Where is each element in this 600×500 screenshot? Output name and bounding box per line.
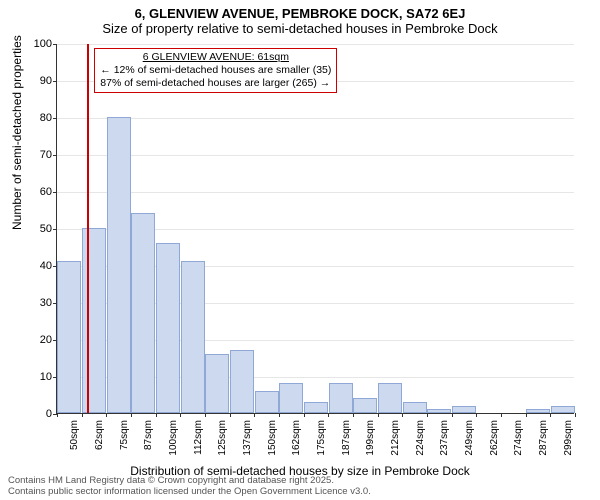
ytick-mark [53,118,57,119]
xtick-label: 175sqm [316,420,327,460]
xtick-label: 87sqm [143,420,154,460]
xtick-label: 249sqm [464,420,475,460]
xtick-mark [353,413,354,417]
ytick-mark [53,192,57,193]
xtick-mark [82,413,83,417]
y-axis-label: Number of semi-detached properties [10,35,24,230]
ytick-label: 10 [22,371,52,383]
histogram-bar [131,213,155,413]
histogram-bar [304,402,328,413]
xtick-mark [378,413,379,417]
ytick-label: 100 [22,38,52,50]
xtick-mark [180,413,181,417]
histogram-bar [107,117,131,413]
xtick-label: 274sqm [513,420,524,460]
ytick-mark [53,229,57,230]
xtick-label: 287sqm [538,420,549,460]
plot-region: 010203040506070809010050sqm62sqm75sqm87s… [56,44,574,414]
footer-attribution: Contains HM Land Registry data © Crown c… [8,476,371,498]
histogram-bar [156,243,180,413]
histogram-bar [205,354,229,413]
highlight-marker-line [87,44,89,413]
ytick-mark [53,155,57,156]
xtick-mark [57,413,58,417]
ytick-label: 50 [22,223,52,235]
xtick-mark [501,413,502,417]
xtick-label: 187sqm [341,420,352,460]
xtick-mark [550,413,551,417]
xtick-mark [131,413,132,417]
ytick-label: 0 [22,408,52,420]
ytick-label: 20 [22,334,52,346]
xtick-label: 75sqm [119,420,130,460]
histogram-bar [551,406,575,413]
xtick-mark [452,413,453,417]
xtick-mark [476,413,477,417]
xtick-label: 50sqm [69,420,80,460]
histogram-bar [452,406,476,413]
ytick-label: 70 [22,149,52,161]
histogram-bar [526,409,550,413]
chart-container: 6, GLENVIEW AVENUE, PEMBROKE DOCK, SA72 … [0,0,600,500]
ytick-mark [53,44,57,45]
xtick-label: 199sqm [365,420,376,460]
xtick-label: 262sqm [489,420,500,460]
annotation-line: ← 12% of semi-detached houses are smalle… [100,64,331,77]
ytick-label: 80 [22,112,52,124]
chart-area: 010203040506070809010050sqm62sqm75sqm87s… [56,44,574,414]
xtick-label: 137sqm [242,420,253,460]
histogram-bar [57,261,81,413]
xtick-mark [156,413,157,417]
ytick-label: 60 [22,186,52,198]
ytick-mark [53,81,57,82]
xtick-label: 237sqm [439,420,450,460]
histogram-bar [82,228,106,413]
histogram-bar [279,383,303,413]
footer-line-2: Contains public sector information licen… [8,487,371,498]
histogram-bar [255,391,279,413]
histogram-bar [353,398,377,413]
annotation-line: 6 GLENVIEW AVENUE: 61sqm [100,51,331,64]
ytick-label: 40 [22,260,52,272]
xtick-label: 100sqm [168,420,179,460]
xtick-mark [254,413,255,417]
xtick-mark [304,413,305,417]
ytick-label: 90 [22,75,52,87]
histogram-bar [181,261,205,413]
xtick-mark [402,413,403,417]
xtick-mark [205,413,206,417]
ytick-label: 30 [22,297,52,309]
annotation-line: 87% of semi-detached houses are larger (… [100,77,331,90]
xtick-mark [328,413,329,417]
xtick-label: 224sqm [415,420,426,460]
gridline [57,155,574,156]
xtick-mark [230,413,231,417]
xtick-mark [526,413,527,417]
xtick-label: 299sqm [563,420,574,460]
histogram-bar [329,383,353,413]
xtick-label: 162sqm [291,420,302,460]
xtick-mark [575,413,576,417]
xtick-label: 150sqm [267,420,278,460]
histogram-bar [230,350,254,413]
chart-title-sub: Size of property relative to semi-detach… [0,21,600,40]
histogram-bar [427,409,451,413]
xtick-mark [106,413,107,417]
xtick-mark [279,413,280,417]
gridline [57,118,574,119]
xtick-label: 212sqm [390,420,401,460]
annotation-box: 6 GLENVIEW AVENUE: 61sqm← 12% of semi-de… [94,48,337,93]
xtick-label: 125sqm [217,420,228,460]
gridline [57,44,574,45]
xtick-label: 112sqm [193,420,204,460]
xtick-mark [427,413,428,417]
xtick-label: 62sqm [94,420,105,460]
histogram-bar [403,402,427,413]
gridline [57,192,574,193]
chart-title-main: 6, GLENVIEW AVENUE, PEMBROKE DOCK, SA72 … [0,0,600,21]
histogram-bar [378,383,402,413]
